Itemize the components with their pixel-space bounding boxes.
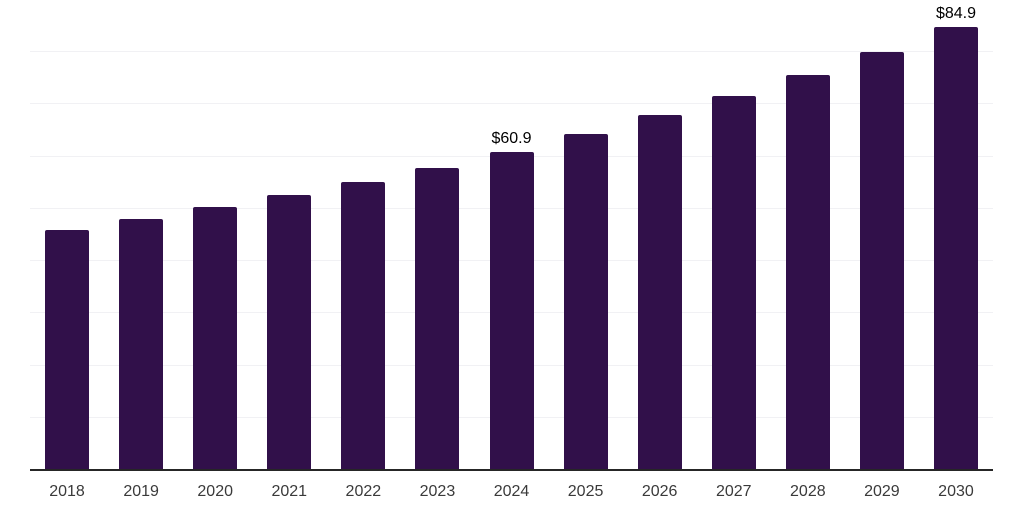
x-tick-2029: 2029 <box>864 483 900 500</box>
bar-slot-2026 <box>623 0 697 470</box>
x-tick-2018: 2018 <box>49 483 85 500</box>
bar-2018 <box>45 229 90 470</box>
x-tick-2026: 2026 <box>641 483 678 500</box>
bar-slot-2027 <box>697 0 771 470</box>
bar-2028 <box>785 75 830 470</box>
x-tick-2024: 2024 <box>493 483 530 500</box>
bar-slot-2021 <box>252 0 326 470</box>
bar-2026 <box>637 114 682 470</box>
x-axis-labels: 2018 2019 2020 2021 2022 2023 2024 2025 2026 2027… <box>30 470 993 512</box>
bar-2022 <box>341 181 386 470</box>
bar-slot-2025 <box>549 0 623 470</box>
bar-slot-2022 <box>326 0 400 470</box>
bar-slot-2020 <box>178 0 252 470</box>
plot-area: $60.9 $84.9 <box>30 0 993 471</box>
data-label-2030: $84.9 <box>935 4 976 22</box>
x-tick-2023: 2023 <box>419 483 456 500</box>
gridline <box>30 51 993 53</box>
bar-2023 <box>415 167 460 470</box>
bar-2025 <box>563 134 608 470</box>
bar-slot-2023 <box>400 0 474 470</box>
bar-slot-2028 <box>771 0 845 470</box>
x-tick-2025: 2025 <box>567 483 604 500</box>
x-tick-2019: 2019 <box>123 483 159 500</box>
bar-slot-2024: $60.9 <box>474 0 548 470</box>
bar-2019 <box>119 219 164 470</box>
x-tick-2030: 2030 <box>938 483 974 500</box>
bar-2029 <box>859 52 904 470</box>
gridline <box>30 103 993 105</box>
bar-slot-2019 <box>104 0 178 470</box>
bar-slot-2029 <box>845 0 919 470</box>
x-tick-2022: 2022 <box>345 483 382 500</box>
bar-slot-2018 <box>30 0 104 470</box>
bar-2021 <box>267 194 312 470</box>
bar-2024: $60.9 <box>489 130 534 470</box>
x-tick-2027: 2027 <box>715 483 752 500</box>
x-axis-line <box>30 469 993 471</box>
bar-2020 <box>193 207 238 470</box>
bar-slot-2030: $84.9 <box>919 0 993 470</box>
bars-container: $60.9 $84.9 <box>30 0 993 470</box>
data-label-2024: $60.9 <box>491 129 532 147</box>
x-tick-2021: 2021 <box>271 483 308 500</box>
bar-2027 <box>711 96 756 470</box>
x-tick-2028: 2028 <box>790 483 826 500</box>
bar-2030: $84.9 <box>933 5 978 470</box>
x-tick-2020: 2020 <box>197 483 233 500</box>
